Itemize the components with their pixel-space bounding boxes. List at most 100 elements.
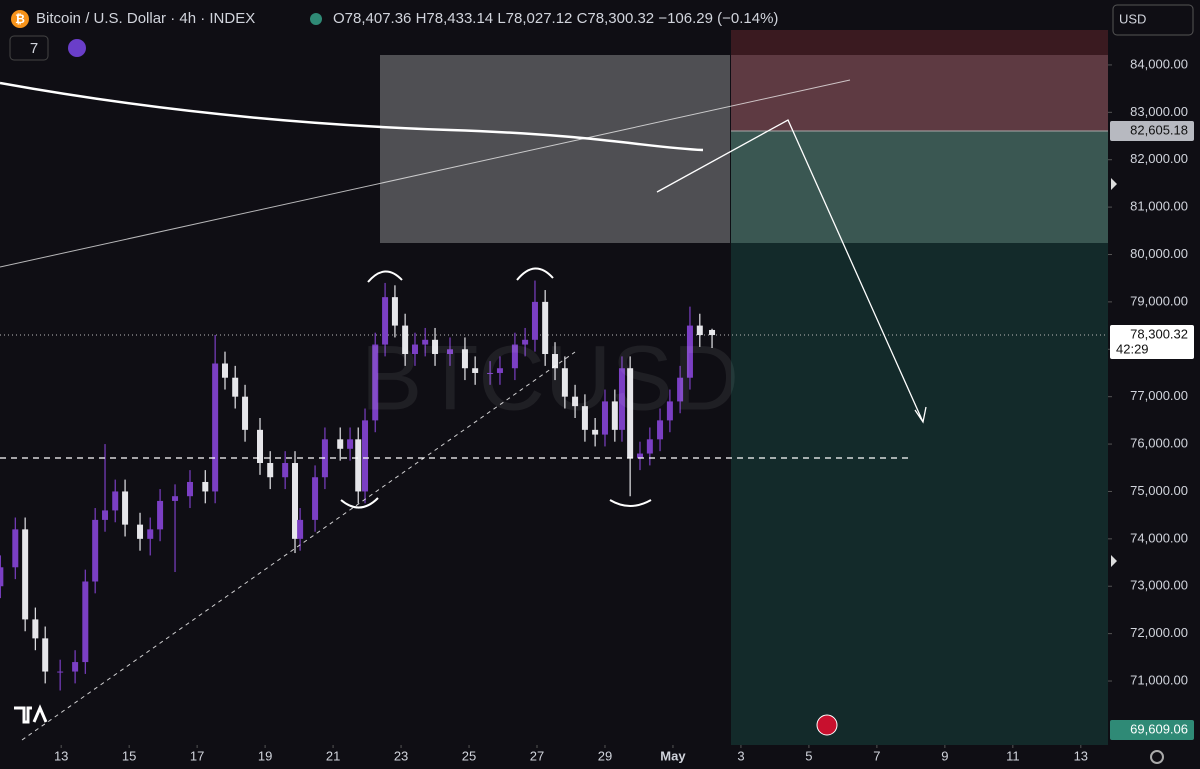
price-label: 82,605.18	[1130, 122, 1188, 137]
candle-body	[242, 396, 249, 430]
y-tick-label: 72,000.00	[1130, 625, 1188, 640]
x-tick-label: 25	[462, 748, 476, 763]
candle-body	[542, 301, 549, 355]
candle-body	[212, 363, 219, 492]
candle-body	[709, 329, 716, 336]
candle-body	[186, 481, 193, 497]
candle-body	[552, 354, 559, 369]
candle-body	[686, 325, 693, 378]
bottom-mark	[609, 499, 652, 507]
coin-symbol: ₿	[15, 12, 25, 26]
candle-body	[601, 401, 608, 435]
rising-trendline	[21, 351, 576, 741]
candle-body	[636, 453, 643, 459]
candle-body	[72, 662, 79, 672]
currency-select[interactable]	[1112, 4, 1194, 36]
currency: USD	[1119, 11, 1146, 26]
candle-body	[157, 500, 164, 530]
x-tick-label: 3	[737, 748, 744, 763]
projection-arrow	[656, 119, 927, 424]
x-tick-label: 27	[530, 748, 544, 763]
candle-body	[42, 638, 49, 672]
plot	[0, 130, 1108, 691]
low: L78,027.12	[497, 10, 572, 27]
drawings-back	[380, 30, 1108, 745]
candle-body	[122, 491, 129, 525]
settings[interactable]	[1150, 750, 1164, 764]
x-tick-label: 19	[258, 748, 272, 763]
candle-body	[172, 496, 179, 501]
y-tick-label: 80,000.00	[1130, 246, 1188, 261]
y-tick-label: 82,000.00	[1130, 151, 1188, 166]
candle-body	[657, 420, 664, 440]
price-label-box	[1110, 121, 1194, 142]
indicator-count: 7	[30, 40, 38, 57]
candle-body	[572, 396, 579, 407]
x-tick-label: 29	[598, 748, 612, 763]
x-tick-label: 11	[1006, 748, 1020, 763]
high: H78,433.14	[416, 10, 494, 27]
candle-body	[446, 349, 453, 355]
y-tick-label: 83,000.00	[1130, 104, 1188, 119]
drawings-front	[0, 79, 927, 741]
candle-body	[496, 368, 503, 373]
candle-body	[666, 401, 673, 421]
candle-body	[202, 481, 209, 492]
candle-body	[282, 463, 289, 478]
candle-body	[12, 529, 19, 568]
tv-logo	[14, 704, 48, 724]
price-label-box	[1110, 325, 1194, 360]
candle-body	[422, 339, 429, 345]
candle-body	[372, 344, 379, 421]
x-tick-label: 15	[122, 748, 136, 763]
sync-icon[interactable]	[68, 39, 86, 57]
time-axis	[0, 745, 1108, 769]
candle-body	[292, 463, 299, 539]
candle-body	[627, 368, 634, 459]
candle-body	[618, 368, 625, 430]
x-tick-label: 23	[394, 748, 408, 763]
y-tick-label: 75,000.00	[1130, 483, 1188, 498]
change: −106.29 (−0.14%)	[658, 10, 778, 27]
y-tick-label: 81,000.00	[1130, 199, 1188, 214]
watermark: BTCUSD	[361, 327, 739, 429]
y-tick-label: 76,000.00	[1130, 435, 1188, 450]
candle-body	[147, 529, 154, 539]
y-tick-label: 73,000.00	[1130, 578, 1188, 593]
candle-body	[461, 349, 468, 369]
candle-body	[402, 325, 409, 355]
indicators-toggle[interactable]	[9, 35, 49, 61]
event-flag[interactable]	[816, 714, 838, 736]
candle-body	[312, 477, 319, 520]
candle-body	[102, 510, 109, 520]
x-tick-label: 21	[326, 748, 340, 763]
candle-body	[382, 297, 389, 345]
open: O78,407.36	[333, 10, 411, 27]
candle-body	[696, 325, 703, 336]
candle-body	[257, 429, 264, 464]
candle-body	[355, 439, 362, 492]
candle-body	[32, 619, 39, 639]
candle-body	[592, 429, 599, 435]
stop-zone	[731, 55, 1108, 131]
candle-body	[531, 301, 538, 340]
candle-body	[337, 439, 344, 449]
stop-zone-top	[731, 30, 1108, 55]
status-dot	[310, 13, 322, 25]
target-zone-upper	[731, 131, 1108, 243]
x-tick-label: 9	[941, 748, 948, 763]
coin-icon	[11, 10, 29, 28]
candle-body	[82, 581, 89, 663]
candle-body	[112, 491, 119, 511]
x-tick-label: 17	[190, 748, 204, 763]
target-zone	[731, 243, 1108, 745]
candle-body	[347, 439, 354, 449]
y-tick-label: 84,000.00	[1130, 56, 1188, 71]
y-tick-label: 74,000.00	[1130, 530, 1188, 545]
candle-body	[646, 439, 653, 454]
candle-body	[232, 377, 239, 397]
trend-line	[0, 79, 851, 268]
close: C78,300.32	[577, 10, 655, 27]
countdown: 42:29	[1116, 341, 1149, 356]
